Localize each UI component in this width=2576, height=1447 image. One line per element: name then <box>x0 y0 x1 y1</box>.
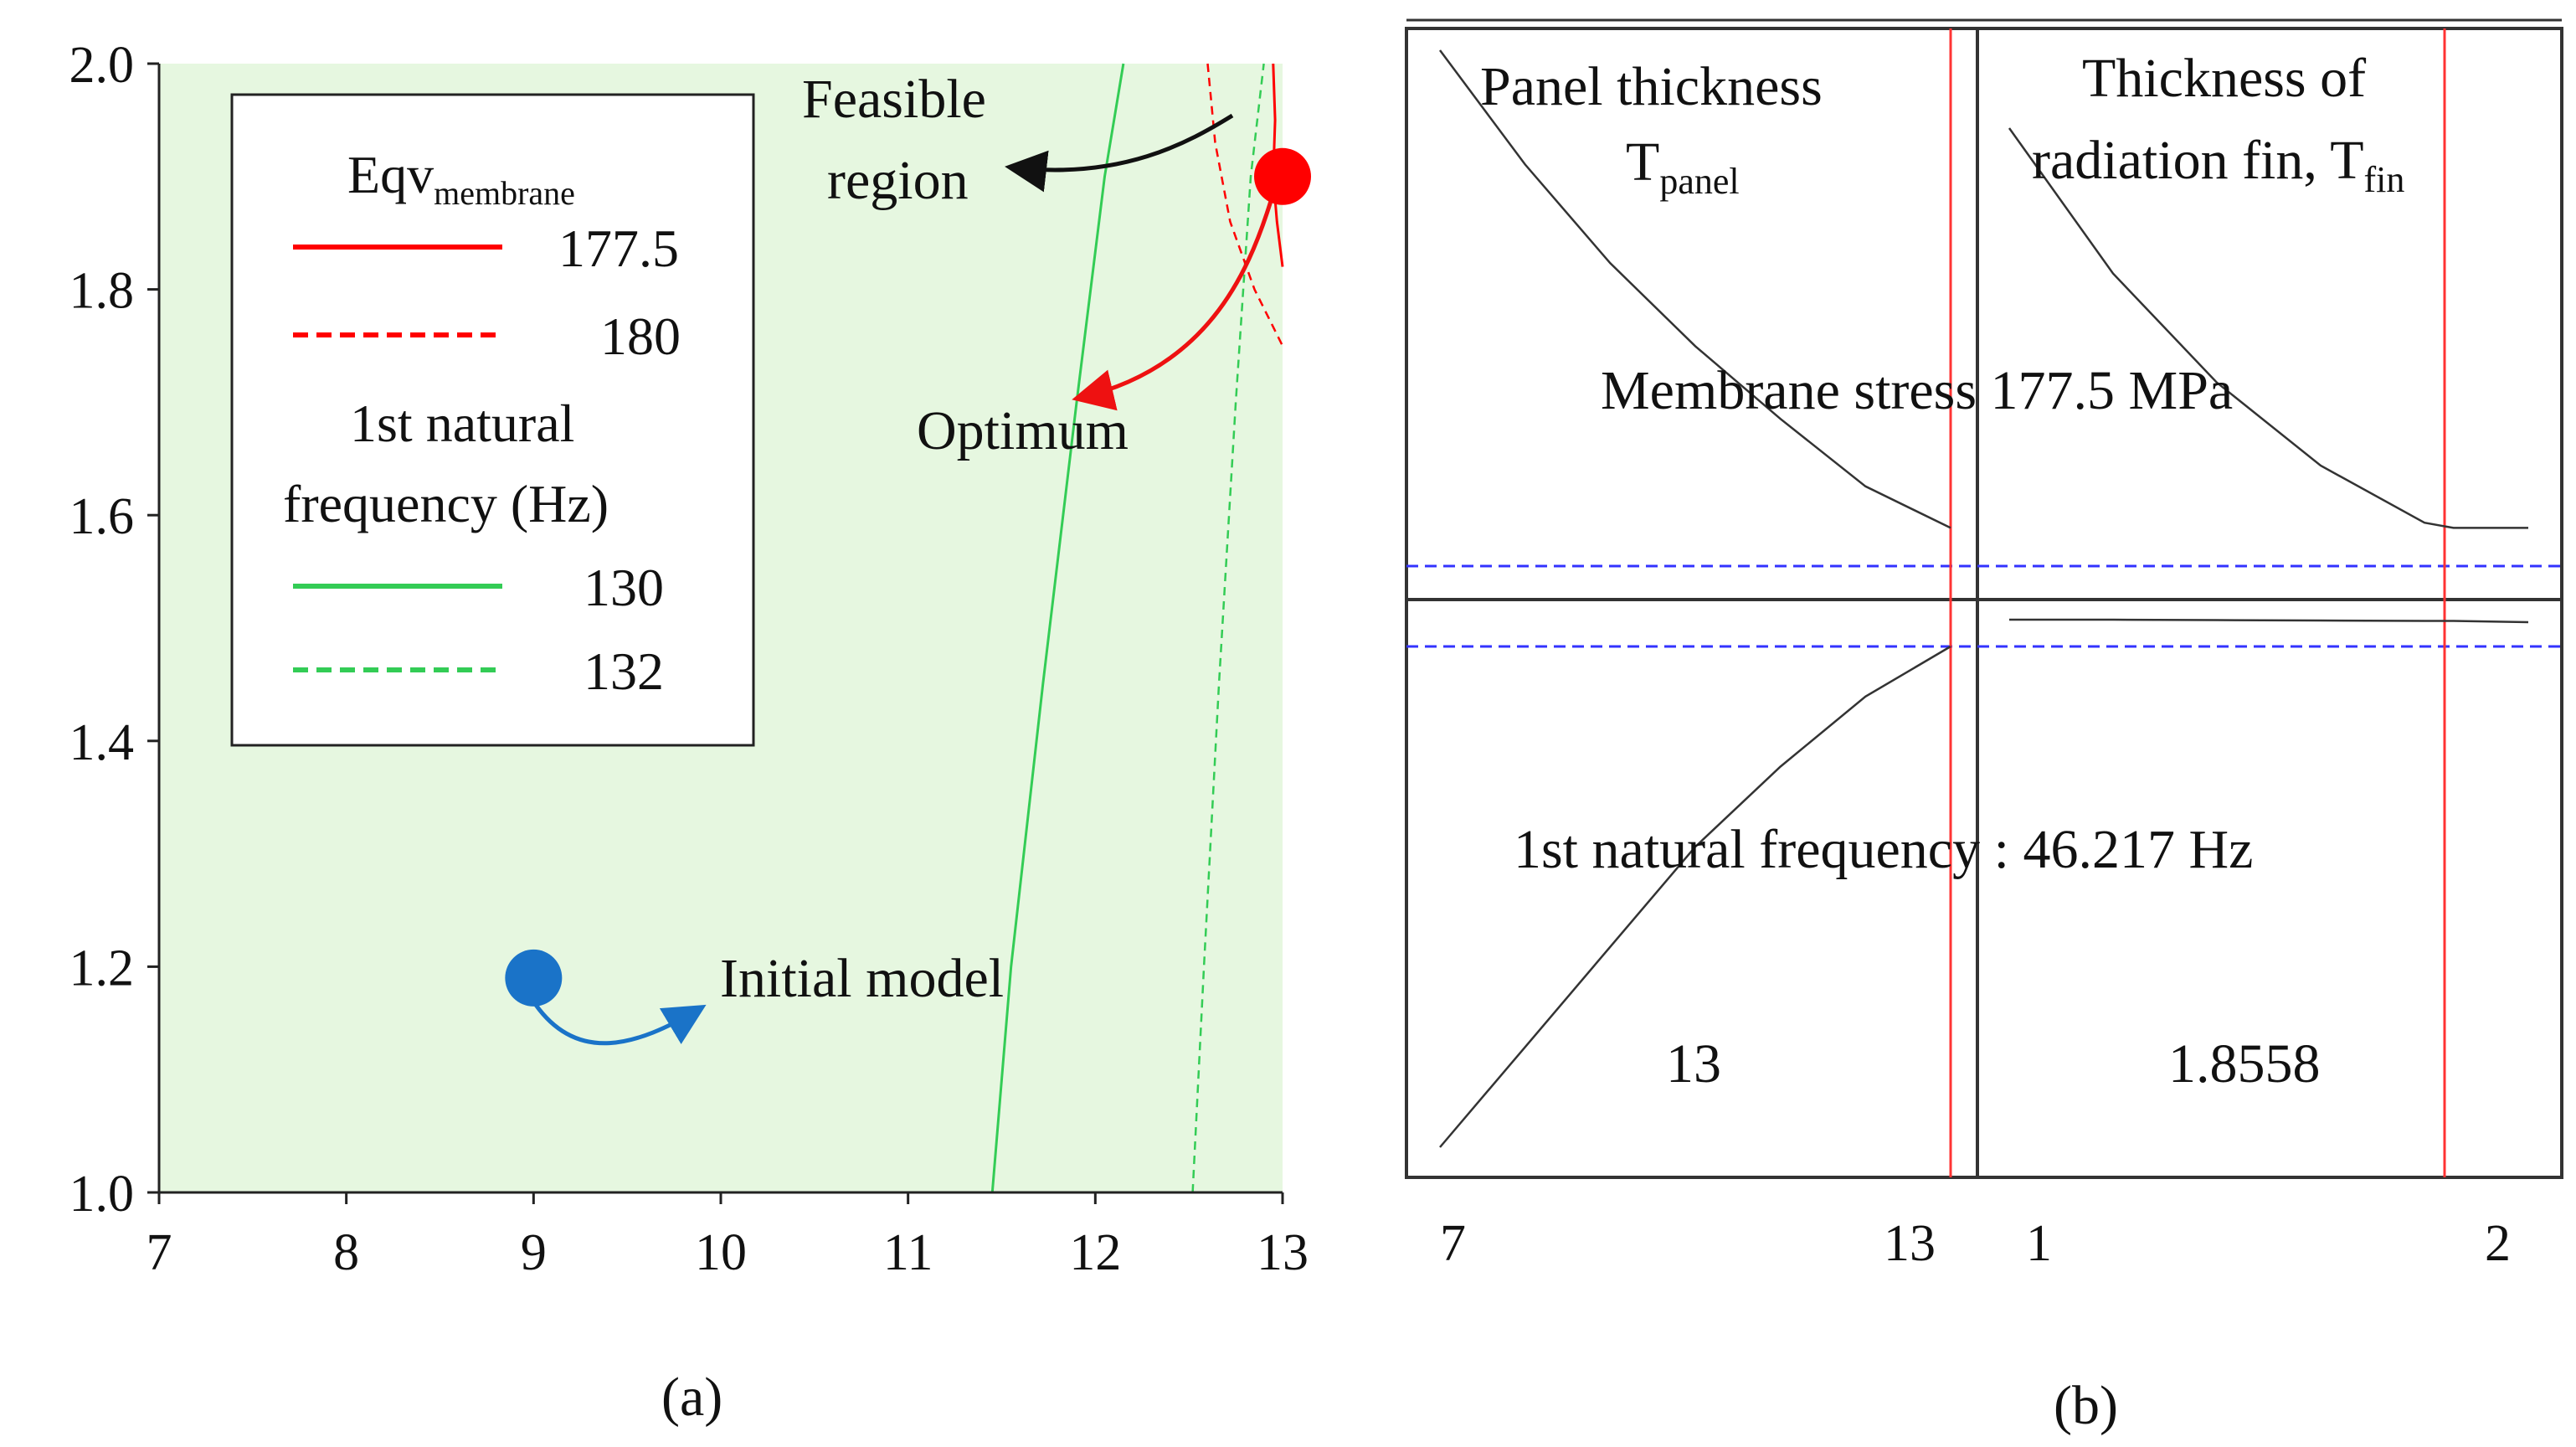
tick-fin-max: 2 <box>2485 1215 2511 1272</box>
panel-b-plot: Panel thickness Tpanel Thickness of radi… <box>1405 18 2563 1272</box>
annotation-feasible-line1: Feasible <box>802 69 986 130</box>
x-tick-label: 8 <box>333 1224 359 1281</box>
legend-label-180: 180 <box>600 306 681 366</box>
initial-arrow <box>533 1003 707 1046</box>
legend-membrane-title: Eqvmembrane <box>347 145 575 212</box>
response-curves <box>1438 49 2529 1148</box>
design-points <box>505 147 1311 1007</box>
legend-label-177-5: 177.5 <box>558 219 679 278</box>
row-label-natural-frequency: 1st natural frequency : 46.217 Hz <box>1514 819 2253 880</box>
annotation-optimum: Optimum <box>917 400 1129 461</box>
curve-stress-vs-panel <box>1438 49 1951 529</box>
y-tick-label: 2.0 <box>69 37 135 94</box>
feasible-arrow <box>1005 113 1234 193</box>
y-tick-label: 1.6 <box>69 488 135 545</box>
contour-130 <box>990 63 1125 1193</box>
current-value-panel: 13 <box>1666 1033 1721 1094</box>
header-panel-line1: Panel thickness <box>1480 56 1823 117</box>
axes-group: 7 8 9 10 11 12 13 1.0 1.2 1.4 1.6 1.8 2.0 <box>69 37 1309 1281</box>
initial-model-point <box>505 949 563 1007</box>
optimum-arrow <box>1072 200 1273 411</box>
x-tick-label: 7 <box>147 1224 172 1281</box>
row-label-membrane-stress: Membrane stress 177.5 MPa <box>1601 360 2233 421</box>
y-tick-label: 1.4 <box>69 714 135 771</box>
contour-132 <box>1191 63 1265 1193</box>
curve-frequency-vs-panel <box>1439 645 1951 1148</box>
x-tick-label: 11 <box>883 1224 933 1281</box>
legend-freq-title-2: frequency (Hz) <box>283 474 609 533</box>
tick-panel-max: 13 <box>1884 1215 1936 1272</box>
panel-b-frame <box>1405 27 2563 1179</box>
legend: Eqvmembrane 177.5 180 1st natural freque… <box>230 93 755 747</box>
tick-fin-min: 1 <box>2026 1215 2052 1272</box>
y-tick-label: 1.0 <box>69 1166 135 1223</box>
tick-panel-min: 7 <box>1440 1215 1466 1272</box>
x-tick-label: 12 <box>1069 1224 1121 1281</box>
legend-label-130: 130 <box>584 558 664 617</box>
x-tick-label: 13 <box>1257 1224 1309 1281</box>
annotation-feasible-line2: region <box>827 150 969 211</box>
x-tick-label: 10 <box>695 1224 747 1281</box>
header-fin-line2: radiation fin, Tfin <box>2032 130 2404 200</box>
caption-a: (a) <box>661 1367 722 1428</box>
panel-a-plot: 7 8 9 10 11 12 13 1.0 1.2 1.4 1.6 1.8 2.0 Eqvmembran… <box>69 37 1311 1281</box>
legend-freq-title-1: 1st natural <box>350 394 574 453</box>
curve-frequency-vs-fin <box>2009 618 2529 624</box>
y-tick-label: 1.8 <box>69 263 135 320</box>
y-tick-label: 1.2 <box>69 940 135 996</box>
curve-stress-vs-fin <box>2008 127 2528 529</box>
x-tick-label: 9 <box>521 1224 547 1281</box>
annotation-initial-model: Initial model <box>720 948 1004 1009</box>
header-fin-line1: Thickness of <box>2082 48 2366 109</box>
current-value-fin: 1.8558 <box>2168 1033 2321 1094</box>
optimum-point <box>1254 147 1311 205</box>
header-panel-line2: Tpanel <box>1626 131 1740 202</box>
caption-b: (b) <box>2054 1375 2118 1436</box>
contour-180 <box>1206 63 1284 347</box>
legend-label-132: 132 <box>584 641 664 701</box>
